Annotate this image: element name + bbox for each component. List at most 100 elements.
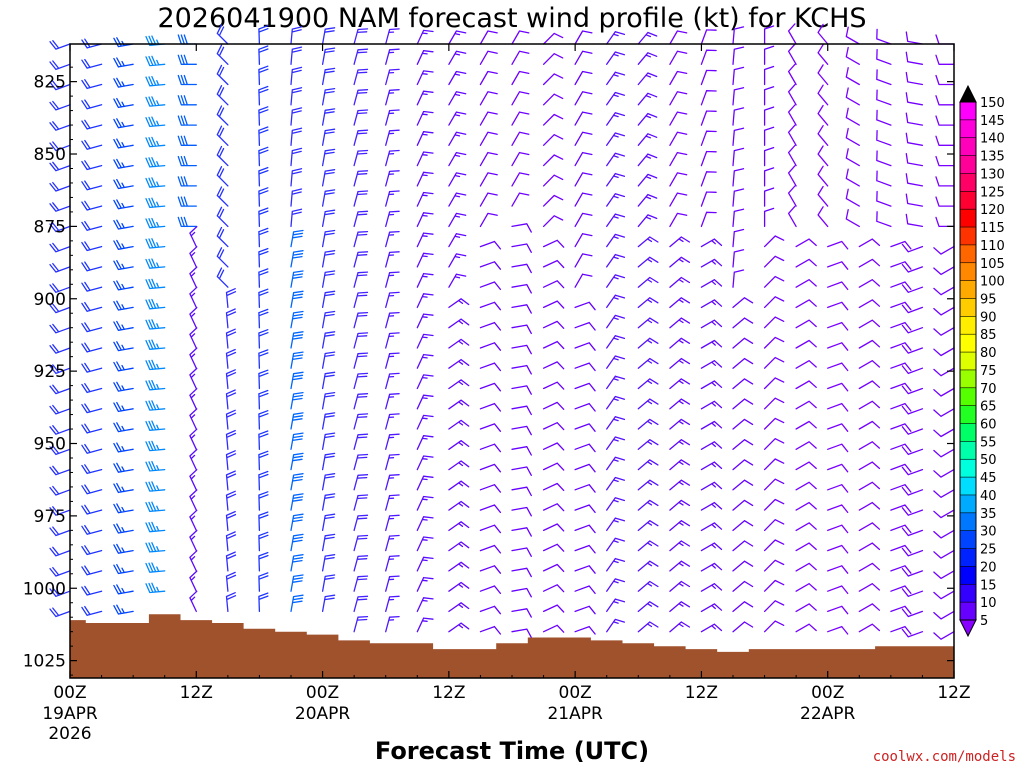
wind-barb <box>901 486 924 496</box>
wind-barb <box>574 301 596 311</box>
wind-barb <box>858 279 881 288</box>
wind-barb <box>606 557 626 572</box>
colorbar-label: 35 <box>980 507 997 522</box>
wind-barb <box>542 340 565 350</box>
wind-barb <box>795 279 817 288</box>
wind-barb <box>216 64 229 86</box>
wind-barb <box>479 362 502 372</box>
wind-barb <box>511 91 530 106</box>
wind-barb <box>321 250 336 268</box>
wind-barb <box>763 397 785 410</box>
wind-barb <box>145 521 166 533</box>
credit-link[interactable]: coolwx.com/models <box>873 749 1016 765</box>
wind-barb <box>845 46 860 65</box>
wind-barb <box>113 482 134 494</box>
wind-barb <box>901 466 924 476</box>
colorbar-segment <box>960 352 976 371</box>
wind-barb <box>81 464 103 475</box>
wind-barb <box>827 362 849 372</box>
wind-barb <box>935 74 955 86</box>
wind-barb <box>113 523 134 534</box>
wind-barb <box>574 273 593 288</box>
wind-barb <box>81 200 103 211</box>
wind-barb <box>890 504 912 514</box>
colorbar-segment <box>960 102 976 121</box>
wind-barb <box>795 481 817 491</box>
wind-barb <box>795 562 817 572</box>
wind-barb <box>385 28 400 45</box>
wind-barb <box>49 364 71 375</box>
wind-barb <box>542 134 564 146</box>
wind-barb <box>258 247 269 268</box>
wind-barb <box>763 65 775 86</box>
wind-barb <box>763 579 785 592</box>
colorbar-segment <box>960 173 976 192</box>
wind-barb <box>876 130 892 146</box>
wind-barb <box>49 161 71 172</box>
wind-barb <box>574 565 596 574</box>
wind-barb <box>858 481 881 491</box>
wind-barb <box>145 217 166 229</box>
wind-barb <box>700 90 717 106</box>
wind-barb <box>933 245 955 255</box>
wind-barb <box>145 440 166 452</box>
wind-barb <box>795 420 817 430</box>
wind-barb <box>935 34 955 45</box>
wind-barb <box>145 501 166 513</box>
wind-barb <box>385 453 400 471</box>
wind-barb <box>113 239 134 250</box>
wind-barb <box>385 190 400 207</box>
wind-barb <box>542 154 564 167</box>
wind-barb <box>574 253 593 268</box>
wind-barb <box>49 384 71 395</box>
colorbar-label: 95 <box>980 292 997 307</box>
wind-barb <box>321 108 336 126</box>
wind-barb <box>637 439 659 450</box>
wind-barb <box>49 425 71 435</box>
wind-barb <box>321 432 336 450</box>
wind-barb <box>935 95 955 106</box>
wind-barb <box>763 25 775 45</box>
wind-barb <box>448 30 467 45</box>
wind-barb <box>385 615 400 633</box>
x-tick-year: 2026 <box>48 724 91 744</box>
wind-barb <box>353 109 369 126</box>
colorbar-segment <box>960 602 976 621</box>
wind-barb <box>732 317 754 329</box>
x-tick-label: 12Z <box>180 683 213 703</box>
wind-barb <box>479 172 498 187</box>
wind-barb <box>732 398 754 410</box>
wind-barb <box>606 51 626 65</box>
wind-barb <box>511 70 530 86</box>
wind-barb <box>700 542 723 552</box>
wind-barb <box>113 77 134 88</box>
wind-barb <box>145 278 166 290</box>
wind-barb <box>49 526 71 537</box>
wind-barb <box>637 153 658 167</box>
colorbar-label: 90 <box>980 310 997 325</box>
wind-barb <box>189 570 198 592</box>
wind-barb <box>353 170 369 187</box>
wind-barb <box>817 44 829 65</box>
wind-barb <box>637 520 659 532</box>
wind-barb <box>732 127 745 146</box>
wind-barb <box>416 516 434 532</box>
wind-barb <box>606 253 626 268</box>
wind-barb <box>258 592 269 613</box>
wind-barb <box>49 607 71 618</box>
wind-barb <box>258 430 269 450</box>
wind-barb <box>858 258 881 268</box>
colorbar-label: 130 <box>980 167 1005 182</box>
wind-barb <box>511 192 530 207</box>
wind-barb <box>448 70 467 86</box>
wind-barb <box>574 362 596 372</box>
wind-barb <box>827 321 849 331</box>
wind-barb <box>845 26 860 45</box>
wind-barb <box>700 562 723 572</box>
wind-barb <box>479 240 502 250</box>
colorbar-lower-arrow <box>959 619 977 638</box>
wind-barb <box>542 73 564 86</box>
colorbar-segment <box>960 584 976 603</box>
wind-barb <box>225 348 237 369</box>
